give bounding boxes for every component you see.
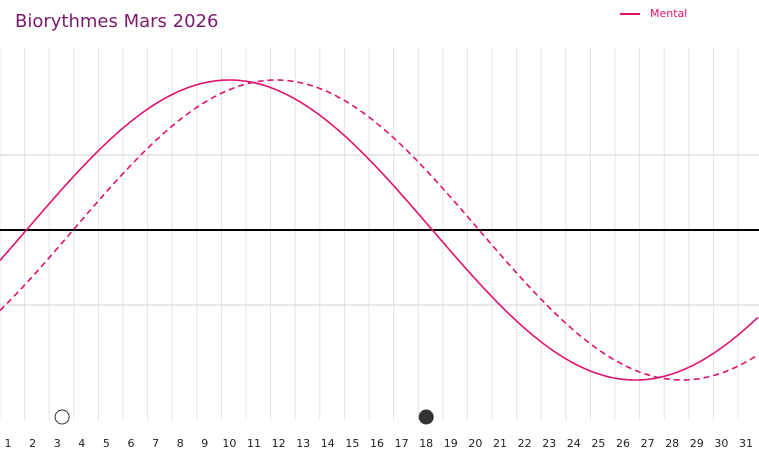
x-tick-label: 20 xyxy=(468,437,482,450)
x-tick-label: 14 xyxy=(321,437,335,450)
x-tick-label: 5 xyxy=(103,437,110,450)
x-tick-label: 11 xyxy=(247,437,261,450)
x-tick-label: 31 xyxy=(739,437,753,450)
legend-label: Mental xyxy=(650,7,688,20)
series-line-dashed xyxy=(0,79,759,381)
x-tick-label: 15 xyxy=(345,437,359,450)
chart-title: Biorythmes Mars 2026 xyxy=(15,11,219,32)
x-tick-label: 24 xyxy=(567,437,581,450)
x-tick-label: 19 xyxy=(444,437,458,450)
x-tick-label: 2 xyxy=(29,437,36,450)
x-tick-label: 12 xyxy=(272,437,286,450)
legend-item-mental[interactable]: Mental xyxy=(620,7,687,20)
x-tick-label: 29 xyxy=(690,437,704,450)
open-circle-marker xyxy=(54,409,70,425)
x-tick-label: 7 xyxy=(152,437,159,450)
x-tick-label: 18 xyxy=(419,437,433,450)
x-tick-label: 30 xyxy=(714,437,728,450)
x-tick-label: 13 xyxy=(296,437,310,450)
x-tick-label: 10 xyxy=(222,437,236,450)
series-line-solid xyxy=(0,79,759,381)
x-tick-label: 6 xyxy=(128,437,135,450)
x-tick-label: 17 xyxy=(395,437,409,450)
x-tick-label: 26 xyxy=(616,437,630,450)
x-tick-label: 28 xyxy=(665,437,679,450)
x-tick-label: 3 xyxy=(54,437,61,450)
legend-swatch xyxy=(620,12,640,15)
x-tick-label: 1 xyxy=(5,437,12,450)
x-tick-label: 9 xyxy=(201,437,208,450)
x-tick-label: 21 xyxy=(493,437,507,450)
x-tick-label: 23 xyxy=(542,437,556,450)
x-tick-label: 25 xyxy=(591,437,605,450)
filled-circle-marker xyxy=(418,409,434,425)
x-tick-label: 16 xyxy=(370,437,384,450)
x-tick-label: 22 xyxy=(518,437,532,450)
x-tick-label: 8 xyxy=(177,437,184,450)
x-tick-label: 27 xyxy=(641,437,655,450)
x-tick-label: 4 xyxy=(78,437,85,450)
